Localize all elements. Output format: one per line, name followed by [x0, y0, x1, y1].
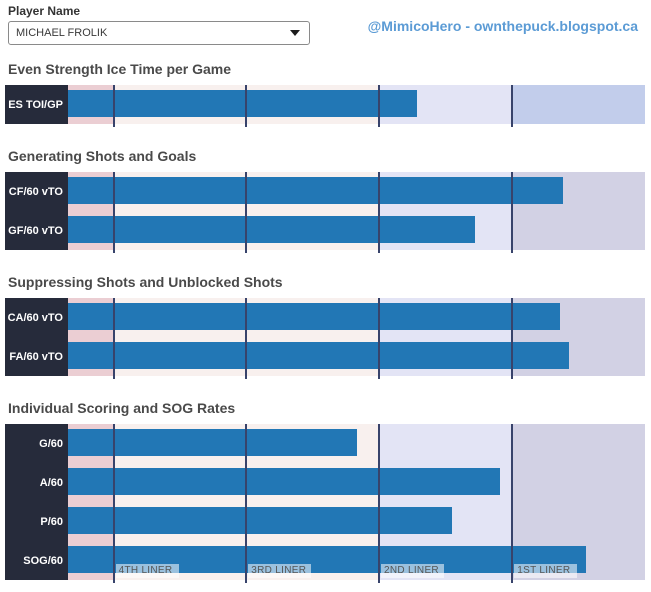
section-title: Individual Scoring and SOG Rates — [8, 400, 236, 416]
charts-container: Even Strength Ice Time per Game ES TOI/GP… — [5, 61, 645, 583]
bar-row — [68, 85, 645, 124]
row-label: CF/60 vTO — [8, 185, 63, 198]
axis-gridline — [378, 172, 380, 253]
section-title: Generating Shots and Goals — [8, 148, 197, 164]
chart-block: CA/60 vTO FA/60 vTO — [5, 298, 645, 379]
chart-area — [68, 298, 645, 379]
chart-section-3: Suppressing Shots and Unblocked Shots CA/… — [5, 274, 645, 379]
credit-text: @MimicoHero - ownthepuck.blogspot.ca — [367, 18, 638, 34]
chart-section-2: Generating Shots and Goals CF/60 vTO GF/60… — [5, 148, 645, 253]
chart-block: G/60 A/60 P/60 SOG/60 4TH LINER 3RD LINER 2ND … — [5, 424, 645, 583]
bar — [68, 303, 561, 330]
row-label-column: CA/60 vTO FA/60 vTO — [5, 298, 68, 376]
row-label-column: ES TOI/GP — [5, 85, 68, 124]
axis-gridline — [511, 85, 514, 127]
axis-gridline — [511, 172, 514, 253]
axis-gridline — [511, 424, 514, 583]
player-name-label: Player Name — [8, 4, 81, 18]
tier-tick-label: 4TH LINER — [115, 564, 179, 578]
axis-gridline — [245, 424, 248, 583]
row-label: P/60 — [40, 515, 63, 528]
header: Player Name MICHAEL FROLIK @MimicoHero -… — [0, 0, 651, 56]
bar-row — [68, 502, 645, 541]
chart-area — [68, 172, 645, 253]
section-title: Even Strength Ice Time per Game — [8, 61, 232, 77]
row-label: GF/60 vTO — [8, 224, 63, 237]
chart-section-4: Individual Scoring and SOG Rates G/60 A/60… — [5, 400, 645, 583]
axis-gridline — [112, 172, 115, 253]
axis-gridline — [378, 298, 380, 379]
row-label: ES TOI/GP — [8, 98, 63, 111]
tier-tick-label: 2ND LINER — [381, 564, 444, 578]
chart-area: 4TH LINER 3RD LINER 2ND LINER 1ST LINER — [68, 424, 645, 583]
bar-row — [68, 424, 645, 463]
row-label-column: CF/60 vTO GF/60 vTO — [5, 172, 68, 250]
tier-tick-label: 1ST LINER — [514, 564, 578, 578]
row-label: G/60 — [39, 437, 63, 450]
axis-gridline — [245, 298, 248, 379]
chevron-down-icon — [290, 30, 300, 36]
section-title: Suppressing Shots and Unblocked Shots — [8, 274, 283, 290]
axis-gridline — [245, 172, 248, 253]
bar — [68, 342, 569, 369]
bar — [68, 468, 501, 495]
bar-row — [68, 211, 645, 250]
row-label: A/60 — [39, 476, 63, 489]
chart-area — [68, 85, 645, 127]
axis-gridline — [112, 85, 115, 127]
axis-gridline — [112, 424, 115, 583]
axis-gridline — [378, 85, 380, 127]
bar — [68, 90, 418, 117]
bar-row — [68, 463, 645, 502]
bar — [68, 507, 453, 534]
axis-gridline — [378, 424, 380, 583]
chart-block: ES TOI/GP — [5, 85, 645, 127]
axis-gridline — [245, 85, 248, 127]
axis-gridline — [511, 298, 514, 379]
axis-gridline — [112, 298, 115, 379]
player-dropdown[interactable]: MICHAEL FROLIK — [8, 21, 310, 45]
row-label-column: G/60 A/60 P/60 SOG/60 — [5, 424, 68, 580]
chart-block: CF/60 vTO GF/60 vTO — [5, 172, 645, 253]
bar — [68, 216, 475, 243]
bar-row — [68, 337, 645, 376]
row-label: SOG/60 — [23, 554, 63, 567]
tier-tick-label: 3RD LINER — [248, 564, 312, 578]
bar-row — [68, 298, 645, 337]
bar — [68, 177, 564, 204]
bar-row — [68, 172, 645, 211]
chart-section-1: Even Strength Ice Time per Game ES TOI/GP — [5, 61, 645, 127]
background-zone-right-first — [512, 85, 645, 124]
row-label: FA/60 vTO — [9, 350, 63, 363]
player-dropdown-value: MICHAEL FROLIK — [16, 27, 108, 39]
row-label: CA/60 vTO — [7, 311, 63, 324]
bar — [68, 429, 358, 456]
